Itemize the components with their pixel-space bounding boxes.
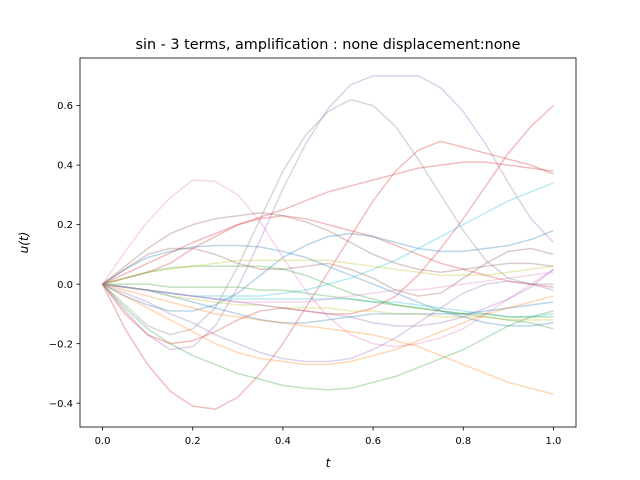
series-lines <box>101 75 554 410</box>
series-line-1 <box>101 179 554 348</box>
plot-frame <box>79 57 577 428</box>
series-line-15 <box>102 283 554 391</box>
series-line-3 <box>101 75 554 351</box>
series-line-9 <box>102 244 554 327</box>
series-line-6 <box>101 105 554 345</box>
y-axis: −0.4 −0.2 0.0 0.2 0.4 0.6 <box>49 101 80 410</box>
series-line-11 <box>102 283 554 324</box>
series-line-12 <box>102 182 554 297</box>
x-tick-label: 0.4 <box>275 436 291 447</box>
series-line-8 <box>102 211 554 285</box>
series-line-19 <box>102 259 554 285</box>
series-line-24 <box>102 271 554 303</box>
x-tick-label: 0.2 <box>185 436 201 447</box>
x-tick-label: 0.8 <box>455 436 471 447</box>
y-axis-label: u(t) <box>17 232 31 254</box>
y-tick-label: 0.2 <box>57 220 73 231</box>
series-line-16 <box>102 283 554 330</box>
series-line-2 <box>102 98 554 336</box>
series-line-21 <box>102 280 554 363</box>
series-line-22 <box>102 268 554 327</box>
x-tick-label: 1.0 <box>546 436 562 447</box>
series-line-5 <box>101 140 554 410</box>
series-line-14 <box>102 265 554 318</box>
x-tick-label: 0.0 <box>95 436 111 447</box>
y-tick-label: −0.2 <box>49 339 73 350</box>
y-tick-label: 0.0 <box>57 280 73 291</box>
chart-title: sin - 3 terms, amplification : none disp… <box>135 37 520 53</box>
series-line-23 <box>102 247 554 297</box>
y-tick-label: 0.4 <box>57 161 73 172</box>
series-line-20 <box>102 283 554 321</box>
series-line-18 <box>102 283 554 395</box>
y-tick-label: 0.6 <box>57 101 73 112</box>
y-tick-label: −0.4 <box>49 399 73 410</box>
series-line-17 <box>102 283 554 366</box>
x-tick-label: 0.6 <box>365 436 381 447</box>
y-axis-label-text: u(t) <box>17 232 31 254</box>
x-axis-label: t <box>326 456 332 470</box>
series-line-10 <box>102 229 554 312</box>
x-axis: 0.0 0.2 0.4 0.6 0.8 1.0 <box>95 427 562 447</box>
series-line-13 <box>102 283 554 318</box>
series-line-4 <box>102 161 554 285</box>
series-line-7 <box>102 214 554 288</box>
